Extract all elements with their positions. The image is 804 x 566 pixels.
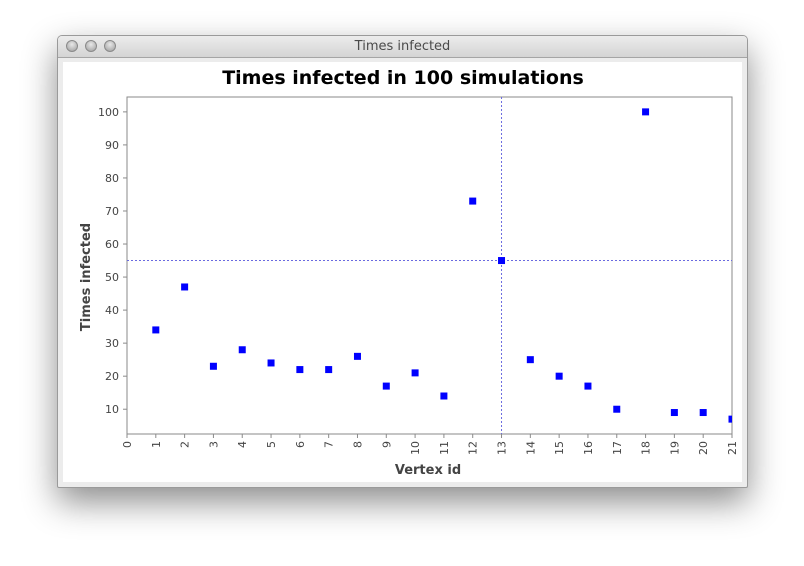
- chart-panel: Times infected in 100 simulations Vertex…: [63, 62, 742, 482]
- x-axis: 0 1 2 3 4 5 6 7 8 9 10 11 12 13 14 15 16 17 18 19 20 21: [121, 434, 739, 455]
- x-tick-label: 10: [409, 441, 422, 455]
- scatter-chart[interactable]: Times infected in 100 simulations Vertex…: [63, 62, 742, 482]
- x-tick-label: 0: [121, 441, 134, 448]
- x-tick-label: 16: [582, 441, 595, 455]
- x-tick-label: 12: [467, 441, 480, 455]
- x-tick-label: 1: [150, 441, 163, 448]
- x-tick-label: 21: [726, 441, 739, 455]
- y-tick-label: 90: [105, 139, 119, 152]
- x-tick-label: 6: [294, 441, 307, 448]
- y-tick-label: 50: [105, 271, 119, 284]
- x-tick-label: 18: [640, 441, 653, 455]
- y-tick-label: 100: [98, 106, 119, 119]
- title-bar[interactable]: Times infected: [58, 36, 747, 58]
- data-point[interactable]: [613, 405, 621, 413]
- minimize-window-icon[interactable]: [85, 40, 97, 52]
- data-point[interactable]: [469, 197, 477, 205]
- data-point[interactable]: [526, 356, 534, 364]
- x-tick-label: 2: [179, 441, 192, 448]
- data-point[interactable]: [498, 257, 506, 265]
- data-point[interactable]: [296, 366, 304, 374]
- x-tick-label: 9: [380, 441, 393, 448]
- y-tick-label: 40: [105, 304, 119, 317]
- x-tick-label: 14: [524, 441, 537, 455]
- y-tick-label: 70: [105, 205, 119, 218]
- plot-area[interactable]: [126, 96, 733, 435]
- y-axis-label: Times infected: [79, 223, 94, 331]
- y-tick-label: 20: [105, 370, 119, 383]
- data-point[interactable]: [670, 409, 678, 417]
- x-axis-label: Vertex id: [395, 463, 461, 478]
- data-point[interactable]: [728, 415, 736, 423]
- x-tick-label: 20: [697, 441, 710, 455]
- zoom-window-icon[interactable]: [104, 40, 116, 52]
- y-axis: 10 20 30 40 50 60 70 80 90 100: [98, 106, 127, 416]
- data-point[interactable]: [382, 382, 390, 390]
- close-window-icon[interactable]: [66, 40, 78, 52]
- y-tick-label: 10: [105, 403, 119, 416]
- data-point[interactable]: [555, 372, 563, 380]
- data-point[interactable]: [440, 392, 448, 400]
- x-tick-label: 17: [611, 441, 624, 455]
- x-tick-label: 5: [265, 441, 278, 448]
- chart-window: Times infected Times infected in 100 sim…: [57, 35, 748, 488]
- data-point[interactable]: [267, 359, 275, 367]
- x-tick-label: 3: [207, 441, 220, 448]
- data-point[interactable]: [584, 382, 592, 390]
- x-tick-label: 15: [553, 441, 566, 455]
- data-point[interactable]: [699, 409, 707, 417]
- window-title: Times infected: [354, 39, 451, 54]
- data-point[interactable]: [325, 366, 333, 374]
- data-point[interactable]: [238, 346, 246, 354]
- x-tick-label: 7: [323, 441, 336, 448]
- y-tick-label: 60: [105, 238, 119, 251]
- data-points: [152, 108, 736, 423]
- crosshair: [127, 97, 732, 434]
- y-tick-label: 30: [105, 337, 119, 350]
- chart-title: Times infected in 100 simulations: [222, 67, 584, 89]
- data-point[interactable]: [411, 369, 419, 377]
- x-tick-label: 11: [438, 441, 451, 455]
- x-tick-label: 4: [236, 441, 249, 448]
- data-point[interactable]: [209, 362, 217, 370]
- data-point[interactable]: [353, 352, 361, 360]
- data-point[interactable]: [152, 326, 160, 334]
- x-tick-label: 19: [668, 441, 681, 455]
- y-tick-label: 80: [105, 172, 119, 185]
- data-point[interactable]: [181, 283, 189, 291]
- x-tick-label: 13: [496, 441, 509, 455]
- data-point[interactable]: [642, 108, 650, 116]
- x-tick-label: 8: [351, 441, 364, 448]
